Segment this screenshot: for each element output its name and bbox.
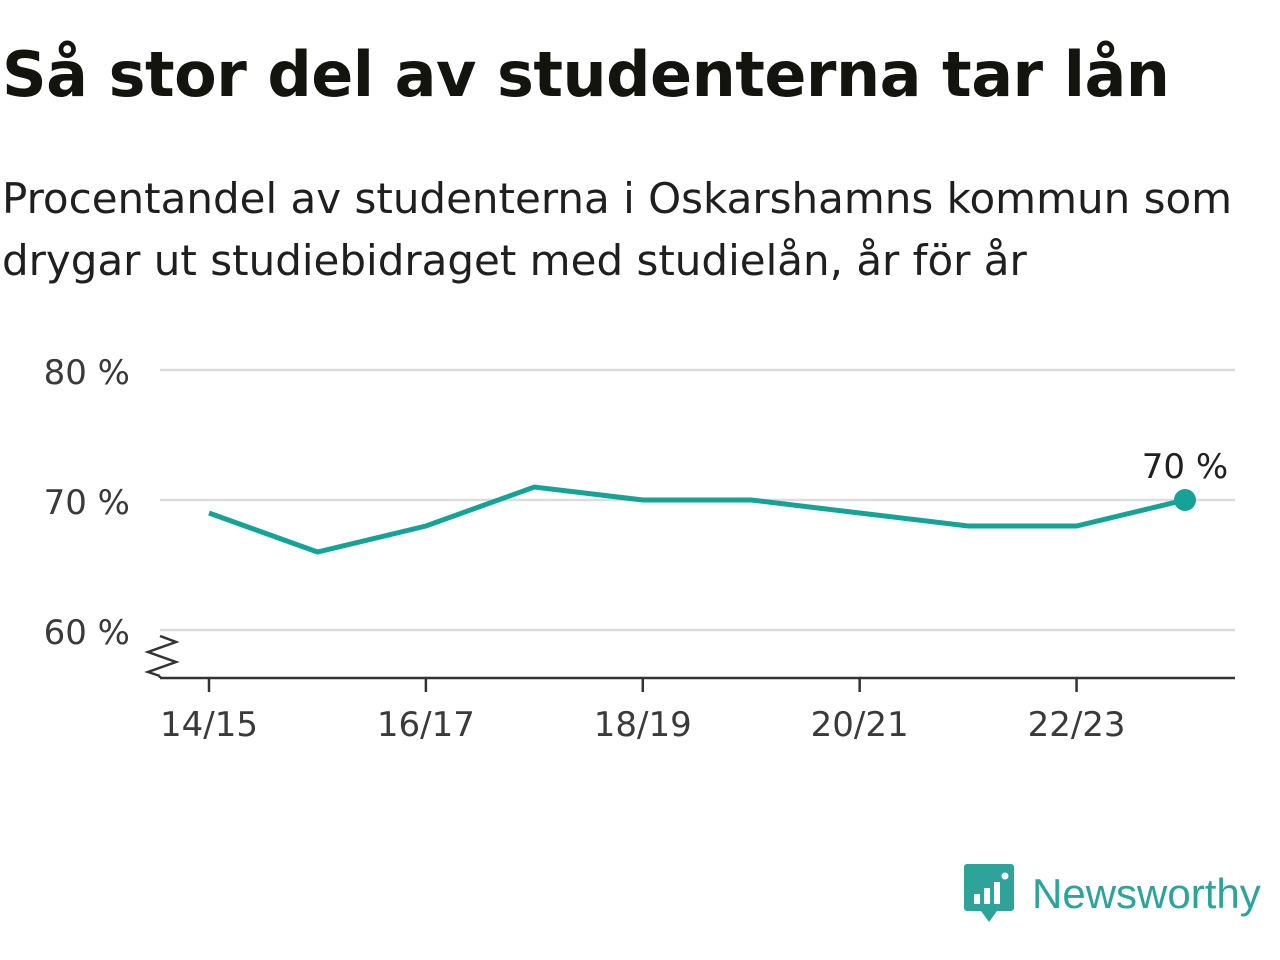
- y-tick-label: 80 %: [44, 353, 130, 393]
- y-tick-label: 60 %: [44, 613, 130, 653]
- series-line: [208, 484, 1186, 555]
- chart-subtitle: Procentandel av studenterna i Oskarshamn…: [2, 174, 1233, 285]
- newsworthy-logo: Newsworthy: [964, 864, 1261, 924]
- newsworthy-logo-text: Newsworthy: [1032, 870, 1261, 917]
- last-value-point: [1174, 489, 1196, 511]
- y-axis-break: [144, 634, 180, 678]
- x-tick-label: 14/15: [160, 705, 258, 745]
- y-tick-label: 70 %: [44, 483, 130, 523]
- x-tick-label: 16/17: [377, 705, 475, 745]
- line-chart: 60 % 70 % 80 % 14/15 16/17 18/19 20/21 22/23 70 …: [44, 353, 1235, 745]
- x-tick-label: 20/21: [811, 705, 909, 745]
- x-tick-label: 22/23: [1028, 705, 1126, 745]
- newsworthy-logo-icon: [964, 864, 1014, 922]
- chart-title: Så stor del av studenterna tar lån: [2, 38, 1170, 111]
- x-tick-label: 18/19: [594, 705, 692, 745]
- last-value-label: 70 %: [1142, 447, 1228, 487]
